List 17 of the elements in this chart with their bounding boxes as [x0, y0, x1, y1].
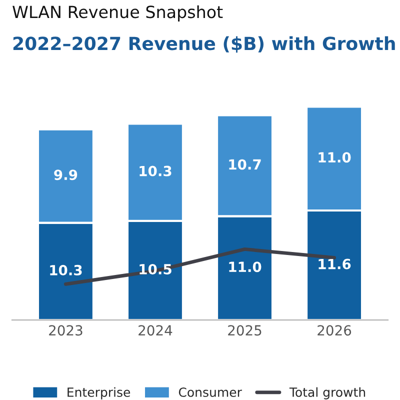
x-tick-label: 2026: [318, 325, 352, 336]
data-label: 9.9: [54, 170, 78, 180]
data-label: 11.0: [318, 152, 351, 163]
data-label: 11.6: [318, 258, 351, 270]
data-label: 10.5: [140, 264, 172, 274]
chart-title: WLAN Revenue Snapshot: [12, 5, 223, 22]
x-tick-label: 2023: [49, 325, 82, 336]
data-label: 10.7: [229, 159, 261, 170]
data-label: 10.3: [140, 166, 172, 176]
chart-subtitle: 2022–2027 Revenue ($B) with Growth: [13, 36, 395, 53]
x-tick-label: 2025: [228, 325, 262, 336]
x-tick-label: 2024: [138, 325, 172, 336]
legend-label: Enterprise: [68, 387, 130, 400]
legend-label: Consumer: [178, 387, 242, 397]
data-label: 10.3: [50, 264, 82, 276]
legend-label: Total growth: [289, 387, 366, 400]
data-label: 11.0: [229, 262, 262, 272]
